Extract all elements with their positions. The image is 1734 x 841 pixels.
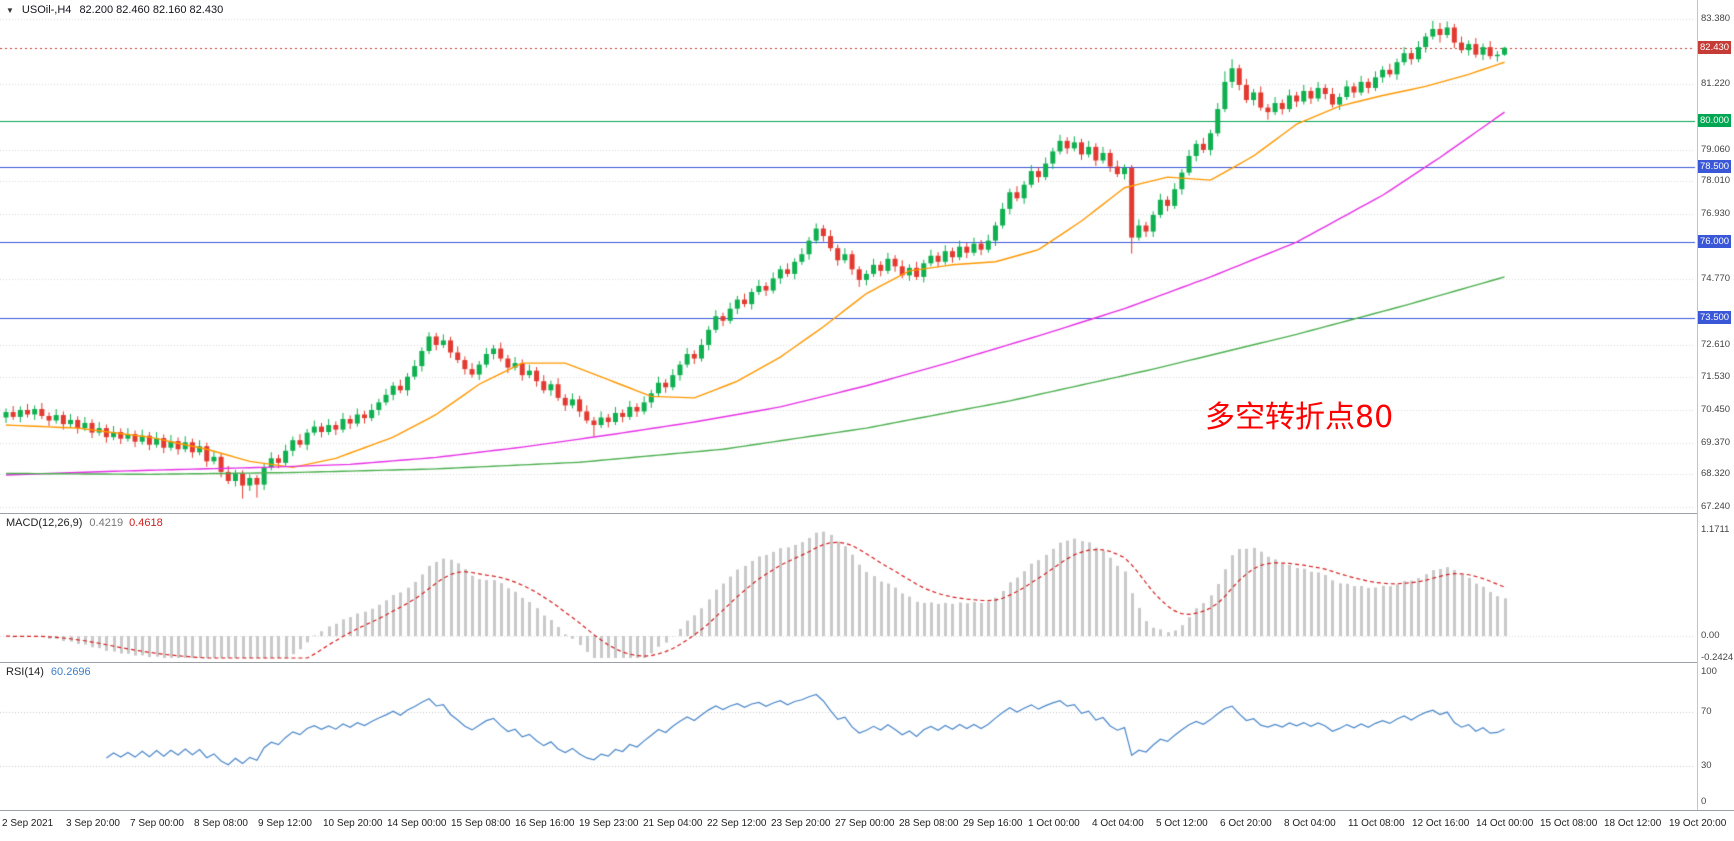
time-axis-label: 21 Sep 04:00	[643, 818, 703, 829]
chart-header: ▼ USOil-,H4 82.200 82.460 82.160 82.430	[6, 4, 223, 16]
macd-axis-label: 0.00	[1701, 630, 1720, 641]
rsi-panel-canvas[interactable]	[0, 663, 1734, 810]
time-axis-label: 5 Oct 12:00	[1156, 818, 1208, 829]
time-axis-label: 22 Sep 12:00	[707, 818, 767, 829]
macd-main-value: 0.4219	[89, 517, 124, 529]
time-axis-label: 11 Oct 08:00	[1348, 818, 1405, 829]
time-axis-label: 16 Sep 16:00	[515, 818, 575, 829]
rsi-value: 60.2696	[50, 666, 91, 678]
time-axis-label: 19 Oct 20:00	[1669, 818, 1727, 829]
price-level-badge: 78.500	[1698, 160, 1732, 173]
price-axis-label: 79.060	[1701, 144, 1731, 155]
price-level-badge: 76.000	[1698, 235, 1732, 248]
time-axis-label: 23 Sep 20:00	[771, 818, 831, 829]
time-axis-label: 15 Sep 08:00	[451, 818, 511, 829]
price-chart-canvas[interactable]	[0, 0, 1734, 513]
rsi-axis-label: 0	[1701, 796, 1707, 807]
time-axis-label: 19 Sep 23:00	[579, 818, 639, 829]
price-axis-label: 72.610	[1701, 339, 1731, 350]
panel-divider[interactable]	[0, 513, 1734, 514]
price-axis-label: 68.320	[1701, 468, 1731, 479]
time-axis-label: 18 Oct 12:00	[1604, 818, 1662, 829]
time-axis[interactable]: 2 Sep 2021 3 Sep 20:00 7 Sep 00:00 8 Sep 08…	[0, 811, 1734, 841]
time-axis-label: 6 Oct 20:00	[1220, 818, 1272, 829]
price-axis-label: 76.930	[1701, 208, 1731, 219]
time-axis-label: 10 Sep 20:00	[323, 818, 383, 829]
symbol-timeframe-label: USOil-,H4	[21, 4, 72, 16]
price-level-badge: 80.000	[1698, 114, 1732, 127]
time-axis-label: 2 Sep 2021	[2, 818, 54, 829]
panel-divider[interactable]	[0, 662, 1734, 663]
time-axis-label: 4 Oct 04:00	[1092, 818, 1144, 829]
ohlc-values: 82.200 82.460 82.160 82.430	[79, 4, 224, 16]
rsi-label: RSI(14)	[6, 666, 44, 678]
panel-divider[interactable]	[0, 810, 1734, 811]
time-axis-label: 29 Sep 16:00	[963, 818, 1023, 829]
rsi-axis-label: 100	[1701, 666, 1717, 677]
current-price-badge: 82.430	[1698, 41, 1732, 54]
expander-icon[interactable]: ▼	[6, 5, 14, 15]
price-axis-label: 70.450	[1701, 404, 1731, 415]
time-axis-label: 7 Sep 00:00	[130, 818, 184, 829]
macd-title: MACD(12,26,9) 0.4219 0.4618	[6, 517, 163, 529]
time-axis-label: 3 Sep 20:00	[66, 818, 120, 829]
time-axis-label: 14 Oct 00:00	[1476, 818, 1534, 829]
price-axis-label: 83.380	[1701, 13, 1731, 24]
macd-panel-canvas[interactable]	[0, 514, 1734, 662]
time-axis-label: 8 Sep 08:00	[194, 818, 248, 829]
macd-axis-label: 1.1711	[1701, 524, 1730, 535]
time-axis-label: 9 Sep 12:00	[258, 818, 312, 829]
time-axis-label: 15 Oct 08:00	[1540, 818, 1598, 829]
time-axis-label: 12 Oct 16:00	[1412, 818, 1470, 829]
time-axis-label: 28 Sep 08:00	[899, 818, 959, 829]
price-axis-label: 78.010	[1701, 175, 1731, 186]
rsi-axis-label: 30	[1701, 760, 1712, 771]
rsi-axis-label: 70	[1701, 706, 1712, 717]
time-axis-label: 1 Oct 00:00	[1028, 818, 1080, 829]
price-axis-label: 71.530	[1701, 371, 1731, 382]
time-axis-label: 14 Sep 00:00	[387, 818, 447, 829]
price-axis-label: 69.370	[1701, 437, 1731, 448]
macd-signal-value: 0.4618	[129, 517, 163, 529]
rsi-title: RSI(14) 60.2696	[6, 666, 91, 678]
macd-label: MACD(12,26,9)	[6, 517, 83, 529]
price-axis-label: 67.240	[1701, 501, 1731, 512]
time-axis-label: 27 Sep 00:00	[835, 818, 895, 829]
time-axis-label: 8 Oct 04:00	[1284, 818, 1336, 829]
trend-annotation: 多空转折点80	[1205, 400, 1394, 435]
macd-axis-label: -0.2424	[1701, 652, 1734, 663]
price-level-badge: 73.500	[1698, 311, 1732, 324]
price-axis-label: 74.770	[1701, 273, 1731, 284]
price-axis-label: 81.220	[1701, 78, 1731, 89]
price-axis[interactable]: 83.380 81.220 79.060 78.010 76.930 74.770 72.6…	[1697, 0, 1734, 810]
